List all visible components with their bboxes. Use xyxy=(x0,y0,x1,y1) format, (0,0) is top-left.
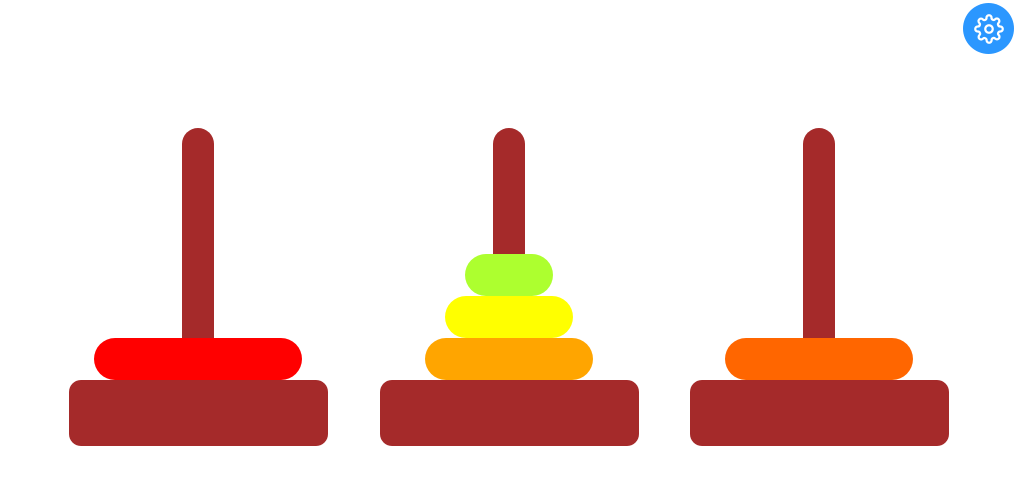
disk-middle-2[interactable] xyxy=(445,296,573,338)
peg-right[interactable] xyxy=(803,128,835,352)
peg-left[interactable] xyxy=(182,128,214,352)
base-left[interactable] xyxy=(69,380,328,446)
base-right[interactable] xyxy=(690,380,949,446)
gear-icon xyxy=(974,14,1004,44)
base-middle[interactable] xyxy=(380,380,639,446)
disk-left-1[interactable] xyxy=(94,338,302,380)
settings-button[interactable] xyxy=(963,3,1014,54)
disk-middle-3[interactable] xyxy=(465,254,553,296)
disk-right-1[interactable] xyxy=(725,338,913,380)
disk-middle-1[interactable] xyxy=(425,338,593,380)
